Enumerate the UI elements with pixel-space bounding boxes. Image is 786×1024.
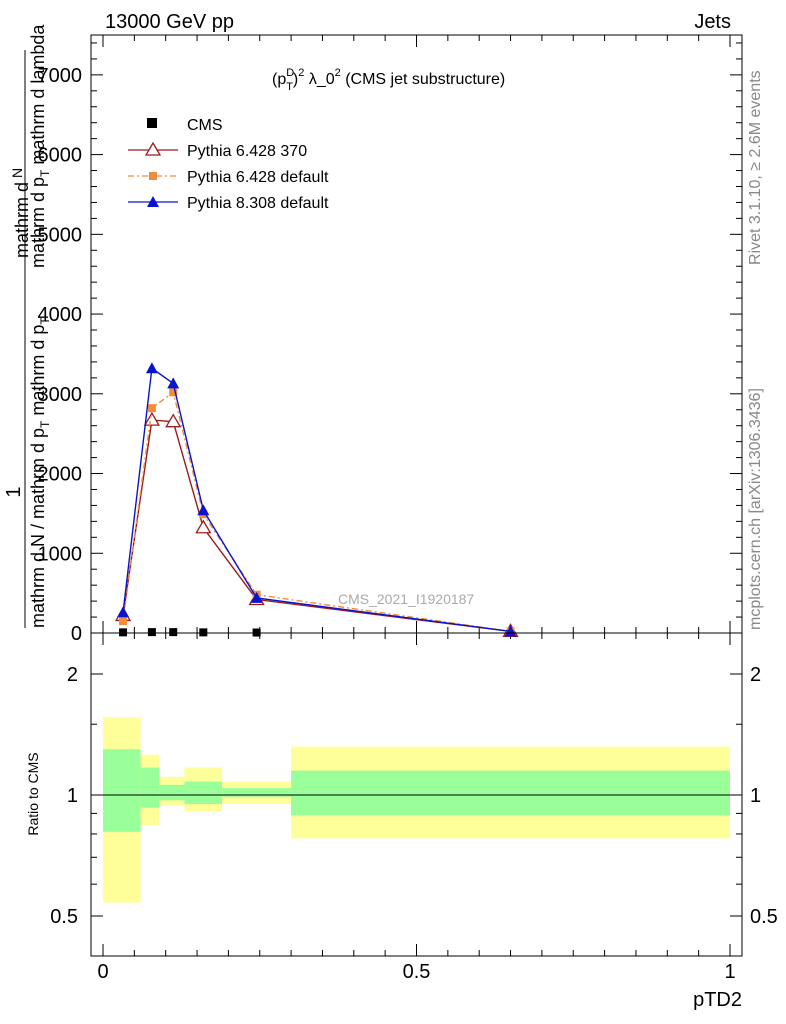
legend-marker-py8 (147, 196, 159, 207)
ratio-y-tick-label: 2 (67, 664, 78, 686)
legend-label-py370: Pythia 6.428 370 (187, 143, 307, 160)
ratio-band-inner (184, 781, 223, 804)
series-line-pythia-6-428-default (122, 391, 511, 633)
y-tick-label: 1000 (38, 543, 83, 565)
point-pythia-8-308-default (117, 606, 130, 618)
point-pythia-8-308-default (250, 591, 263, 603)
point-pythia-6-428-default (169, 388, 178, 397)
point-cms (119, 628, 128, 637)
legend-label-py8: Pythia 8.308 default (187, 195, 329, 212)
ratio-band-inner (140, 767, 160, 808)
ratio-y-tick-label: 1 (67, 785, 78, 807)
ratio-y-tick-label-right: 1 (750, 785, 761, 807)
legend-marker-pydef (149, 172, 157, 180)
x-tick-label: 0.5 (403, 961, 431, 983)
point-cms (199, 628, 208, 637)
point-pythia-6-428-370 (143, 411, 161, 426)
mcplots-credit: mcplots.cern.ch [arXiv:1306.3436] (747, 388, 764, 630)
ylabel-inner-numerator: mathrm dN (9, 168, 32, 258)
y-tick-label: 4000 (38, 304, 83, 326)
point-pythia-6-428-370 (165, 413, 182, 428)
header-right: Jets (694, 11, 731, 33)
point-pythia-8-308-default (167, 377, 180, 389)
ratio-band-inner (291, 770, 730, 816)
point-pythia-8-308-default (145, 362, 158, 374)
y-tick-label: 0 (71, 623, 82, 645)
y-tick-label: 6000 (38, 145, 83, 167)
ratio-band-inner (222, 788, 292, 797)
point-cms (169, 628, 178, 637)
series-line-pythia-6-428-370 (122, 419, 511, 633)
point-cms (147, 628, 156, 637)
ratio-band-inner (103, 749, 141, 832)
ylabel-inner-denominator: mathrm d pT mathrm d lambda (28, 24, 52, 268)
main-ylabel: 1 mathrm d N / mathrm d pT mathrm d pT m… (3, 24, 52, 628)
main-axes: 0 1000 2000 3000 4000 5000 6000 7000 (38, 35, 742, 645)
rivet-version: Rivet 3.1.10, ≥ 2.6M events (747, 70, 764, 265)
point-pythia-8-308-default (197, 504, 210, 516)
ratio-band-inner (159, 784, 185, 801)
analysis-watermark: CMS_2021_I1920187 (338, 591, 474, 607)
legend-marker-cms (147, 118, 157, 128)
y-tick-label: 3000 (38, 384, 83, 406)
legend-label-pydef: Pythia 6.428 default (187, 169, 329, 186)
ratio-y-tick-label-right: 0.5 (750, 906, 778, 928)
header-left: 13000 GeV pp (105, 11, 234, 33)
legend: CMS Pythia 6.428 370 Pythia 6.428 defaul… (128, 117, 329, 212)
y-tick-label: 5000 (38, 224, 83, 246)
series-line-pythia-8-308-default (122, 367, 511, 633)
legend-label-cms: CMS (187, 117, 223, 134)
x-tick-label: 1 (724, 961, 735, 983)
y-tick-label: 2000 (38, 464, 83, 486)
plot-title: (pD T)2 λ_02 (CMS jet substructure) (272, 67, 505, 93)
point-pythia-6-428-default (147, 404, 156, 413)
ratio-axes: 0 0.5 1 0.5 0.5 1 1 2 2 (50, 633, 778, 983)
point-pythia-6-428-default (119, 617, 128, 626)
ratio-y-tick-label: 0.5 (50, 906, 78, 928)
x-axis-label: pTD2 (693, 989, 742, 1011)
ratio-frame (90, 632, 743, 957)
point-pythia-8-308-default (504, 625, 517, 637)
x-tick-label: 0 (97, 961, 108, 983)
ylabel-numerator: 1 (3, 486, 25, 497)
point-pythia-6-428-370 (195, 519, 212, 534)
y-tick-label: 7000 (38, 65, 83, 87)
legend-marker-py370 (144, 141, 162, 156)
ratio-bands (103, 717, 730, 903)
ratio-y-tick-label-right: 2 (750, 664, 761, 686)
ratio-ylabel: Ratio to CMS (25, 752, 41, 835)
ylabel-denominator: mathrm d N / mathrm d pT mathrm d pT (28, 317, 52, 628)
